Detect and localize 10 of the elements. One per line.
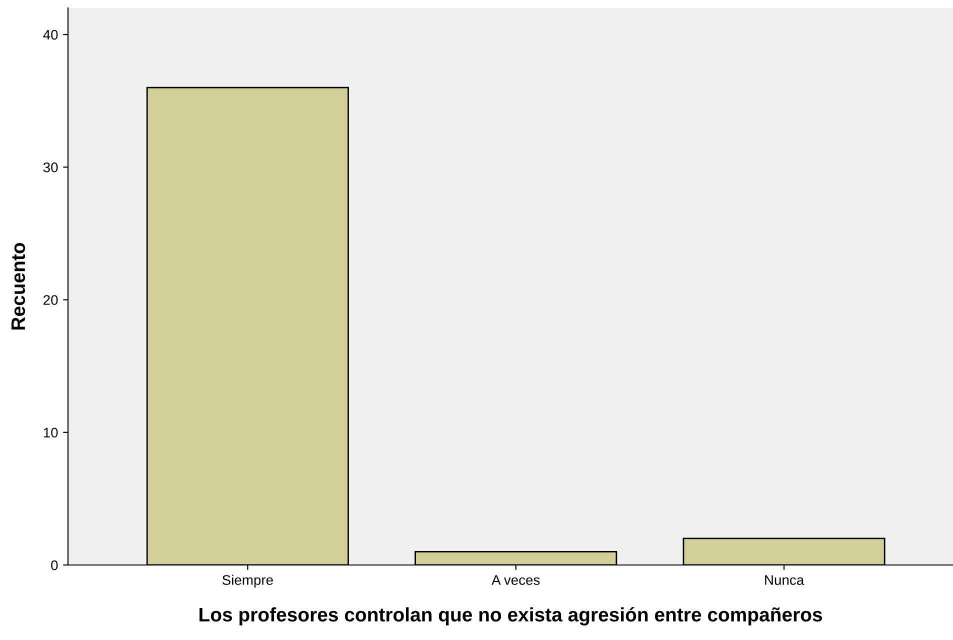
x-tick-label: A veces: [492, 575, 540, 585]
y-tick-label: 10: [44, 428, 58, 438]
x-axis-title: Los profesores controlan que no exista agresión entre compañeros: [200, 607, 822, 626]
x-tick-label: Nunca: [765, 575, 804, 585]
y-tick-label: 30: [43, 162, 58, 172]
x-tick-label: Siempre: [222, 574, 273, 588]
y-tick-label: 0: [51, 560, 58, 570]
y-axis-title: Recuento: [12, 242, 26, 330]
y-tick-label: 20: [44, 295, 58, 305]
y-tick-label: 40: [43, 30, 58, 40]
